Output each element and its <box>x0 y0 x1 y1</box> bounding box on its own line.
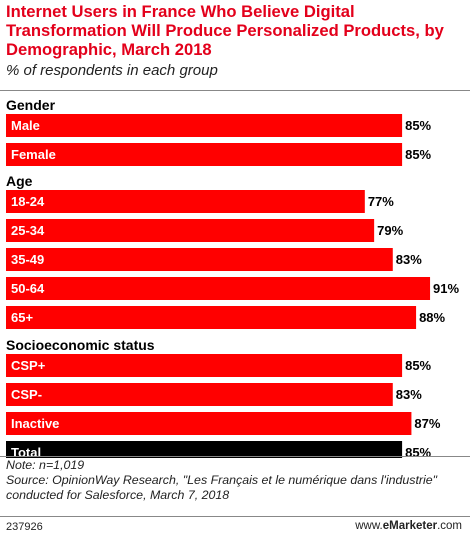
value-label: 77% <box>368 194 394 209</box>
chart-note: Note: n=1,019 Source: OpinionWay Researc… <box>6 458 461 503</box>
category-label: Female <box>11 147 56 162</box>
category-label: Male <box>11 118 40 133</box>
top-divider <box>0 90 470 91</box>
category-label: Total <box>11 445 41 458</box>
value-label: 85% <box>405 118 431 133</box>
bar <box>6 219 375 242</box>
brand-name: eMarketer <box>382 520 438 532</box>
category-label: 25-34 <box>11 223 45 238</box>
value-label: 83% <box>396 387 422 402</box>
bar <box>6 114 403 137</box>
bar <box>6 190 365 213</box>
chart-title: Internet Users in France Who Believe Dig… <box>6 2 444 59</box>
category-label: 35-49 <box>11 252 44 267</box>
category-label: Inactive <box>11 416 59 431</box>
group-label: Socioeconomic status <box>6 337 155 353</box>
brand-logo: www.eMarketer.com <box>355 520 462 532</box>
category-label: 50-64 <box>11 281 45 296</box>
brand-suffix: .com <box>437 520 462 532</box>
bar <box>6 277 431 300</box>
value-label: 85% <box>405 358 431 373</box>
value-label: 83% <box>396 252 422 267</box>
bottom-divider <box>0 456 470 457</box>
chart-id: 237926 <box>6 521 43 533</box>
chart-subtitle: % of respondents in each group <box>6 62 218 79</box>
bar <box>6 412 412 435</box>
brand-prefix: www. <box>355 520 383 532</box>
source-text: Source: OpinionWay Research, "Les França… <box>6 473 438 502</box>
group-label: Gender <box>6 97 56 113</box>
bar <box>6 441 403 458</box>
bar-chart: Gender Male 85% Female 85% Age 18-24 77% 25-34 79… <box>6 97 460 458</box>
category-label: CSP+ <box>11 358 46 373</box>
footer-divider <box>0 516 470 517</box>
value-label: 88% <box>419 310 445 325</box>
value-label: 85% <box>405 445 431 458</box>
bar <box>6 248 393 271</box>
note-text: Note: n=1,019 <box>6 458 85 472</box>
bar <box>6 383 393 406</box>
bar <box>6 143 403 166</box>
group-label: Age <box>6 173 33 189</box>
value-label: 85% <box>405 147 431 162</box>
value-label: 79% <box>377 223 403 238</box>
bar <box>6 354 403 377</box>
category-label: 18-24 <box>11 194 45 209</box>
value-label: 91% <box>433 281 459 296</box>
bar <box>6 306 417 329</box>
category-label: 65+ <box>11 310 33 325</box>
value-label: 87% <box>414 416 440 431</box>
category-label: CSP- <box>11 387 42 402</box>
